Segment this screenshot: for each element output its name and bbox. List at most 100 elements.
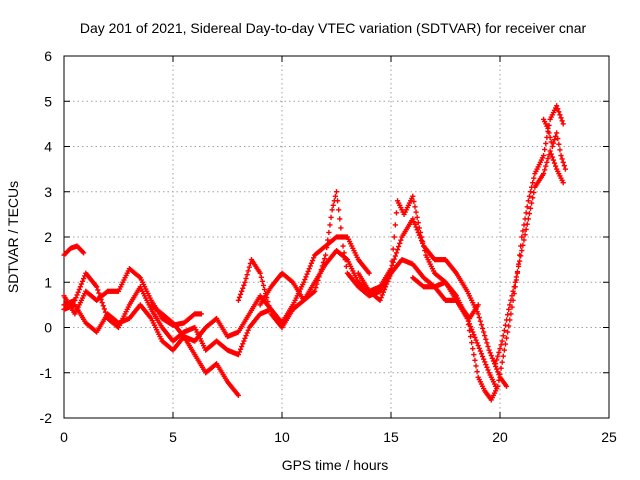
data-point xyxy=(334,198,341,204)
data-point xyxy=(417,229,424,236)
data-point xyxy=(380,289,386,295)
data-point xyxy=(397,240,403,246)
data-point xyxy=(499,359,505,365)
data-series xyxy=(61,103,568,403)
data-point xyxy=(388,266,394,272)
data-point xyxy=(313,285,319,291)
data-point xyxy=(498,342,504,348)
data-point xyxy=(496,349,502,355)
y-tick-label: 6 xyxy=(44,48,52,64)
data-point xyxy=(338,225,344,231)
data-point xyxy=(99,300,105,306)
data-point xyxy=(560,159,566,165)
data-point xyxy=(467,333,474,340)
data-point xyxy=(557,112,563,118)
series-track-8 xyxy=(355,103,566,403)
data-point xyxy=(94,284,100,290)
data-point xyxy=(541,171,547,177)
y-axis-label: SDTVAR / TECUs xyxy=(5,181,21,293)
data-point xyxy=(498,365,504,371)
data-point xyxy=(471,352,477,358)
data-point xyxy=(549,143,555,150)
data-point xyxy=(475,311,481,317)
data-point xyxy=(388,270,394,276)
data-point xyxy=(304,271,310,277)
data-point xyxy=(391,234,397,240)
y-tick-label: 4 xyxy=(44,139,52,155)
data-point xyxy=(327,222,333,228)
data-point xyxy=(542,167,548,173)
data-point xyxy=(328,214,334,220)
data-point xyxy=(473,363,479,369)
data-point xyxy=(243,333,249,339)
data-point xyxy=(547,134,553,141)
data-point xyxy=(198,311,204,317)
y-tick-label: -2 xyxy=(40,410,53,426)
data-point xyxy=(393,250,400,256)
data-point xyxy=(502,341,509,347)
data-point xyxy=(523,210,529,216)
x-tick-label: 25 xyxy=(601,429,617,445)
data-point xyxy=(508,311,514,317)
data-point xyxy=(484,364,490,370)
data-point xyxy=(527,189,534,195)
chart-title: Day 201 of 2021, Sidereal Day-to-day VTE… xyxy=(80,20,587,36)
series-track-11 xyxy=(410,275,481,322)
data-point xyxy=(529,200,535,206)
data-point xyxy=(481,356,487,362)
data-point xyxy=(502,322,509,328)
data-point xyxy=(560,180,566,186)
data-point xyxy=(544,159,550,165)
data-point xyxy=(260,282,267,289)
data-point xyxy=(531,189,537,196)
data-point xyxy=(244,272,250,278)
data-point xyxy=(554,103,560,109)
data-point xyxy=(411,198,417,205)
data-point xyxy=(475,302,481,308)
data-point xyxy=(513,274,519,280)
data-point xyxy=(240,341,246,347)
data-point xyxy=(312,288,318,294)
data-point xyxy=(414,214,420,220)
data-point xyxy=(77,284,83,290)
series-track-1 xyxy=(61,243,87,258)
data-point xyxy=(79,278,86,284)
data-point xyxy=(385,278,391,284)
data-point xyxy=(237,346,244,352)
data-point xyxy=(245,268,251,274)
data-point xyxy=(550,140,557,146)
data-point xyxy=(410,193,416,199)
data-point xyxy=(559,118,565,124)
data-point xyxy=(420,238,426,245)
data-point xyxy=(366,270,372,276)
data-point xyxy=(474,340,480,346)
data-point xyxy=(411,219,417,225)
data-point xyxy=(478,322,485,328)
data-point xyxy=(382,284,389,290)
data-point xyxy=(518,253,524,259)
data-point xyxy=(392,222,398,228)
data-point xyxy=(261,286,268,293)
data-point xyxy=(236,294,243,300)
data-point xyxy=(241,282,247,288)
data-point xyxy=(302,276,308,283)
data-point xyxy=(257,270,263,276)
data-point xyxy=(549,154,555,160)
data-point xyxy=(472,357,478,363)
data-point xyxy=(305,268,311,274)
data-point xyxy=(95,287,101,293)
data-point xyxy=(478,351,485,357)
data-point xyxy=(489,355,495,361)
data-point xyxy=(517,252,523,258)
data-point xyxy=(522,232,528,238)
data-point xyxy=(485,367,491,373)
data-point xyxy=(506,306,512,312)
data-point xyxy=(485,343,491,350)
data-point xyxy=(465,321,471,328)
data-point xyxy=(495,383,501,389)
data-point xyxy=(494,366,500,372)
data-point xyxy=(303,274,309,280)
data-point xyxy=(555,106,561,112)
y-tick-label: 5 xyxy=(44,93,52,109)
data-point xyxy=(556,141,562,147)
